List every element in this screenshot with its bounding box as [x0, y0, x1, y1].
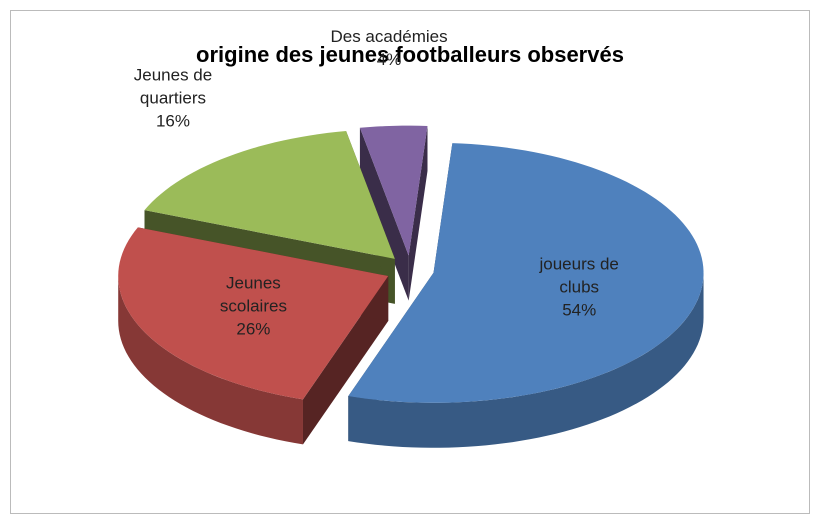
slice	[359, 125, 428, 256]
slice-side	[118, 276, 303, 445]
category-label: Jeunes de quartiers	[133, 65, 213, 108]
slice-side	[359, 127, 409, 301]
slice-label: Jeunes de quartiers 16%	[113, 63, 233, 132]
chart-title: origine des jeunes footballeurs observés	[196, 42, 624, 67]
slice-label: joueurs de clubs 54%	[519, 252, 639, 321]
slice	[348, 143, 704, 403]
category-label: Des académies	[330, 26, 448, 46]
slice-side	[348, 272, 704, 448]
value-label: 16%	[155, 111, 190, 131]
category-label: Jeunes scolaires	[219, 273, 287, 316]
slice-side	[302, 276, 389, 445]
value-label: 54%	[562, 300, 597, 320]
slice	[144, 130, 395, 259]
slice-side	[408, 125, 428, 301]
slice-label: Jeunes scolaires 26%	[193, 272, 313, 341]
pie	[118, 125, 704, 448]
slice	[118, 227, 389, 400]
slice-label: Des académies 4%	[329, 25, 449, 71]
category-label: joueurs de clubs	[539, 254, 619, 297]
value-label: 4%	[376, 49, 402, 69]
value-label: 26%	[236, 319, 271, 339]
